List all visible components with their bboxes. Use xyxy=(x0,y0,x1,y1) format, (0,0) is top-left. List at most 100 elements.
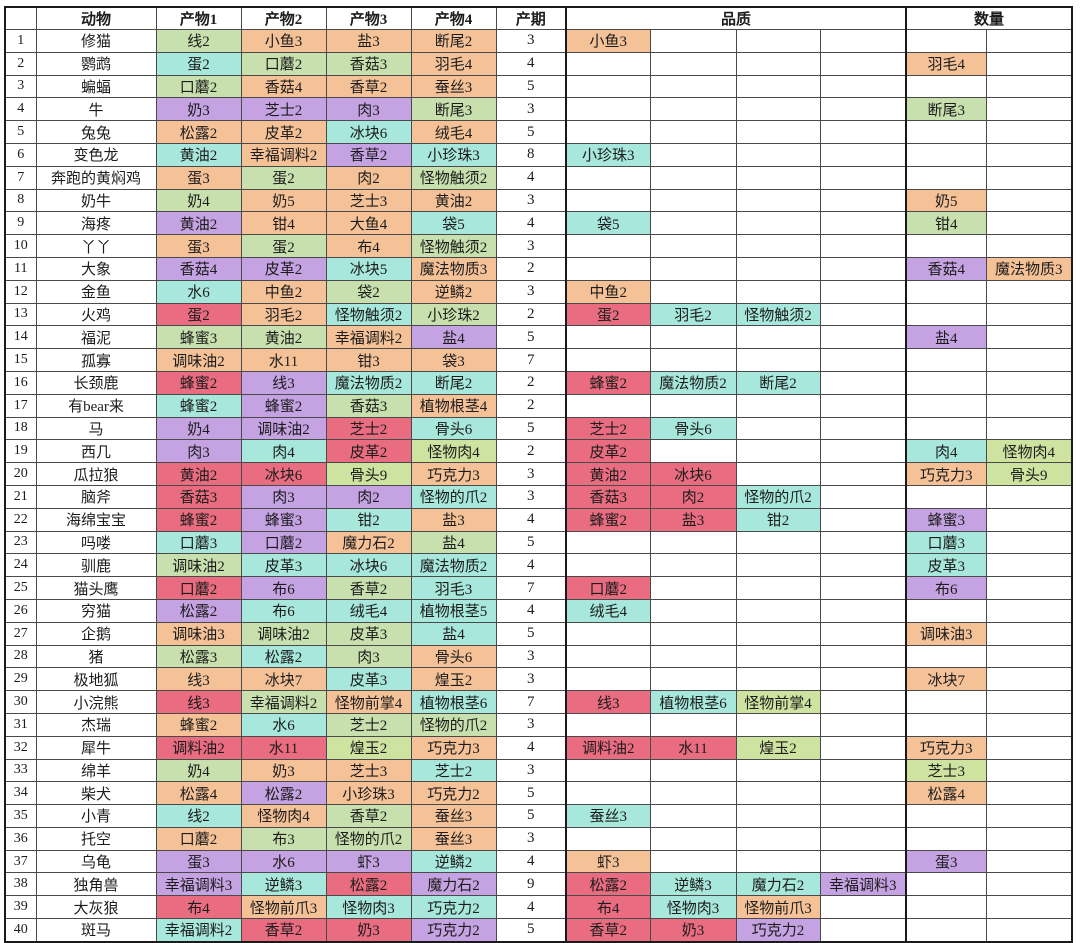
quantity-cell[interactable] xyxy=(985,690,1073,714)
product-1-cell[interactable]: 松露4 xyxy=(155,781,242,806)
quantity-cell[interactable]: 芝士3 xyxy=(905,758,987,783)
quality-cell[interactable] xyxy=(735,188,821,213)
product-1-cell[interactable]: 蜂蜜2 xyxy=(155,393,242,418)
quality-cell[interactable]: 怪物的爪2 xyxy=(735,484,821,509)
quality-cell[interactable] xyxy=(819,234,907,258)
product-4-cell[interactable]: 巧克力2 xyxy=(410,918,497,943)
quantity-cell[interactable]: 魔法物质3 xyxy=(985,256,1073,281)
period-cell[interactable]: 3 xyxy=(495,188,567,213)
quantity-cell[interactable] xyxy=(985,507,1073,532)
row-number[interactable]: 27 xyxy=(4,621,37,646)
quality-cell[interactable]: 袋5 xyxy=(565,211,651,236)
quantity-cell[interactable] xyxy=(985,621,1073,646)
product-4-cell[interactable]: 植物根茎4 xyxy=(410,393,497,418)
product-3-cell[interactable]: 骨头9 xyxy=(325,462,412,486)
product-4-cell[interactable]: 魔法物质3 xyxy=(410,256,497,281)
quality-cell[interactable] xyxy=(649,279,737,304)
quantity-cell[interactable]: 巧克力3 xyxy=(905,735,987,760)
quality-cell[interactable] xyxy=(735,576,821,600)
quantity-cell[interactable]: 怪物肉4 xyxy=(985,439,1073,464)
product-1-cell[interactable]: 奶3 xyxy=(155,97,242,122)
row-number[interactable]: 17 xyxy=(4,393,37,418)
quantity-cell[interactable]: 松露4 xyxy=(905,781,987,806)
quantity-cell[interactable] xyxy=(985,484,1073,509)
product-1-cell[interactable]: 奶4 xyxy=(155,758,242,783)
quantity-cell[interactable] xyxy=(905,918,987,943)
quality-cell[interactable] xyxy=(819,484,907,509)
product-3-cell[interactable]: 香草2 xyxy=(325,142,412,167)
quantity-cell[interactable] xyxy=(985,576,1073,600)
quality-cell[interactable]: 断尾2 xyxy=(735,370,821,395)
period-cell[interactable]: 7 xyxy=(495,576,567,600)
quality-cell[interactable]: 虾3 xyxy=(565,849,651,874)
quantity-cell[interactable]: 肉4 xyxy=(905,439,987,464)
quantity-cell[interactable]: 羽毛4 xyxy=(905,51,987,76)
quality-cell[interactable] xyxy=(649,165,737,190)
product-3-cell[interactable]: 煌玉2 xyxy=(325,735,412,760)
animal-name[interactable]: 柴犬 xyxy=(35,781,157,806)
quality-cell[interactable] xyxy=(819,758,907,783)
product-1-cell[interactable]: 调味油2 xyxy=(155,553,242,578)
period-cell[interactable]: 3 xyxy=(495,667,567,692)
animal-name[interactable]: 兔兔 xyxy=(35,120,157,144)
quality-cell[interactable] xyxy=(649,188,737,213)
product-4-cell[interactable]: 盐3 xyxy=(410,507,497,532)
product-2-cell[interactable]: 怪物肉4 xyxy=(240,804,327,828)
quality-cell[interactable] xyxy=(819,120,907,144)
product-2-cell[interactable]: 口蘑2 xyxy=(240,51,327,76)
product-4-cell[interactable]: 怪物的爪2 xyxy=(410,712,497,737)
product-1-cell[interactable]: 口蘑3 xyxy=(155,530,242,555)
quantity-cell[interactable] xyxy=(905,165,987,190)
quality-cell[interactable]: 骨头6 xyxy=(649,416,737,441)
animal-name[interactable]: 小青 xyxy=(35,804,157,828)
period-cell[interactable]: 7 xyxy=(495,690,567,714)
quality-cell[interactable] xyxy=(735,712,821,737)
product-2-cell[interactable]: 蛋2 xyxy=(240,165,327,190)
quality-cell[interactable]: 植物根茎6 xyxy=(649,690,737,714)
animal-name[interactable]: 修猫 xyxy=(35,29,157,53)
period-cell[interactable]: 5 xyxy=(495,781,567,806)
product-2-cell[interactable]: 香菇4 xyxy=(240,74,327,99)
product-1-cell[interactable]: 线3 xyxy=(155,690,242,714)
product-2-cell[interactable]: 香草2 xyxy=(240,918,327,943)
period-cell[interactable]: 8 xyxy=(495,142,567,167)
product-3-cell[interactable]: 肉3 xyxy=(325,644,412,669)
animal-name[interactable]: 大象 xyxy=(35,256,157,281)
row-number[interactable]: 7 xyxy=(4,165,37,190)
quantity-cell[interactable] xyxy=(985,849,1073,874)
period-cell[interactable]: 3 xyxy=(495,29,567,53)
product-3-cell[interactable]: 芝士2 xyxy=(325,712,412,737)
product-2-cell[interactable]: 蜂蜜2 xyxy=(240,393,327,418)
quality-cell[interactable]: 怪物前爪3 xyxy=(735,895,821,920)
period-cell[interactable]: 2 xyxy=(495,302,567,327)
quality-cell[interactable] xyxy=(649,530,737,555)
quantity-cell[interactable] xyxy=(905,804,987,828)
quantity-cell[interactable] xyxy=(905,826,987,851)
animal-name[interactable]: 绵羊 xyxy=(35,758,157,783)
period-cell[interactable]: 5 xyxy=(495,325,567,350)
quality-cell[interactable]: 煌玉2 xyxy=(735,735,821,760)
product-1-cell[interactable]: 布4 xyxy=(155,895,242,920)
product-4-cell[interactable]: 魔法物质2 xyxy=(410,553,497,578)
quality-cell[interactable] xyxy=(565,781,651,806)
quality-cell[interactable] xyxy=(819,735,907,760)
product-1-cell[interactable]: 调料油2 xyxy=(155,735,242,760)
quality-cell[interactable] xyxy=(649,120,737,144)
quality-cell[interactable] xyxy=(565,120,651,144)
row-number[interactable]: 6 xyxy=(4,142,37,167)
quality-cell[interactable] xyxy=(649,348,737,372)
quality-cell[interactable] xyxy=(819,256,907,281)
product-2-cell[interactable]: 布6 xyxy=(240,576,327,600)
quality-cell[interactable] xyxy=(819,667,907,692)
row-number[interactable]: 1 xyxy=(4,29,37,53)
quality-cell[interactable] xyxy=(735,439,821,464)
product-4-cell[interactable]: 蚕丝3 xyxy=(410,804,497,828)
quality-cell[interactable] xyxy=(735,325,821,350)
quality-cell[interactable] xyxy=(735,165,821,190)
animal-name[interactable]: 福泥 xyxy=(35,325,157,350)
quality-cell[interactable] xyxy=(649,142,737,167)
quantity-cell[interactable] xyxy=(985,279,1073,304)
animal-name[interactable]: 丫丫 xyxy=(35,234,157,258)
quality-cell[interactable] xyxy=(649,644,737,669)
row-number[interactable]: 15 xyxy=(4,348,37,372)
